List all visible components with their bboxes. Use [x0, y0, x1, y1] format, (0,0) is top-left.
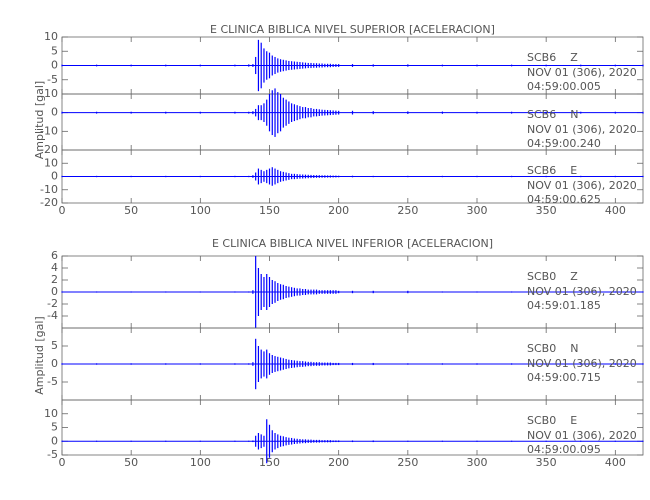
component: Z: [570, 270, 578, 283]
station: SCB0: [527, 342, 556, 355]
y-tick-label: 10: [44, 30, 58, 43]
x-tick-label: 50: [124, 456, 138, 469]
y-tick-label: 4: [51, 261, 58, 274]
y-tick-label: -20: [40, 196, 58, 209]
y-tick-label: -20: [40, 143, 58, 156]
x-tick-label: 300: [467, 456, 488, 469]
date-label: NOV 01 (306), 2020: [527, 285, 637, 298]
y-tick-label: 0: [51, 285, 58, 298]
time-label: 04:59:01.185: [527, 299, 601, 312]
x-tick-label: 200: [328, 204, 349, 217]
x-tick-label: 100: [190, 456, 211, 469]
date-label: NOV 01 (306), 2020: [527, 357, 637, 370]
y-tick-label: 10: [44, 407, 58, 420]
y-tick-label: -2: [47, 297, 58, 310]
time-label: 04:59:00.625: [527, 193, 601, 206]
y-tick-label: 10: [44, 87, 58, 100]
station: SCB6: [527, 164, 556, 177]
x-tick-label: 400: [605, 456, 626, 469]
y-tick-label: -5: [47, 448, 58, 461]
time-label: 04:59:00.240: [527, 137, 601, 150]
x-tick-label: 250: [397, 204, 418, 217]
station: SCB6: [527, 108, 556, 121]
station-label: SCB6 N: [527, 108, 578, 121]
y-tick-label: 0: [51, 434, 58, 447]
date-label: NOV 01 (306), 2020: [527, 123, 637, 136]
station-label: SCB6 E: [527, 164, 577, 177]
date-label: NOV 01 (306), 2020: [527, 179, 637, 192]
y-axis-label: Amplitud [gal]: [33, 81, 46, 159]
x-tick-label: 350: [536, 456, 557, 469]
y-tick-label: -5: [47, 73, 58, 86]
time-label: 04:59:00.715: [527, 371, 601, 384]
station-label: SCB6 Z: [527, 51, 578, 64]
y-axis-label: Amplitud [gal]: [33, 316, 46, 394]
x-tick-label: 0: [59, 456, 66, 469]
station-label: SCB0 Z: [527, 270, 578, 283]
x-tick-label: 150: [259, 204, 280, 217]
y-tick-label: 0: [51, 170, 58, 183]
x-tick-label: 150: [259, 456, 280, 469]
date-label: NOV 01 (306), 2020: [527, 429, 637, 442]
time-label: 04:59:00.095: [527, 443, 601, 456]
panel-title: E CLINICA BIBLICA NIVEL INFERIOR [ACELER…: [212, 237, 493, 250]
y-tick-label: 2: [51, 273, 58, 286]
panel-title: E CLINICA BIBLICA NIVEL SUPERIOR [ACELER…: [210, 23, 495, 36]
y-tick-label: -10: [40, 183, 58, 196]
component: Z: [570, 51, 578, 64]
station: SCB0: [527, 414, 556, 427]
y-tick-label: 0: [51, 357, 58, 370]
y-tick-label: 5: [51, 421, 58, 434]
x-tick-label: 100: [190, 204, 211, 217]
x-tick-label: 250: [397, 456, 418, 469]
y-tick-label: 5: [51, 339, 58, 352]
y-tick-label: -10: [40, 124, 58, 137]
station: SCB0: [527, 270, 556, 283]
y-tick-label: -4: [47, 309, 58, 322]
y-tick-label: 0: [51, 59, 58, 72]
y-tick-label: 0: [51, 106, 58, 119]
component: N: [570, 342, 578, 355]
station: SCB6: [527, 51, 556, 64]
time-label: 04:59:00.005: [527, 80, 601, 93]
x-tick-label: 50: [124, 204, 138, 217]
y-tick-label: 5: [51, 44, 58, 57]
x-tick-label: 400: [605, 204, 626, 217]
station-label: SCB0 N: [527, 342, 578, 355]
component: E: [570, 414, 577, 427]
component: N: [570, 108, 578, 121]
x-tick-label: 300: [467, 204, 488, 217]
station-label: SCB0 E: [527, 414, 577, 427]
y-tick-label: 10: [44, 156, 58, 169]
date-label: NOV 01 (306), 2020: [527, 66, 637, 79]
x-tick-label: 350: [536, 204, 557, 217]
y-tick-label: 6: [51, 249, 58, 262]
y-tick-label: -5: [47, 375, 58, 388]
x-tick-label: 0: [59, 204, 66, 217]
x-tick-label: 200: [328, 456, 349, 469]
component: E: [570, 164, 577, 177]
